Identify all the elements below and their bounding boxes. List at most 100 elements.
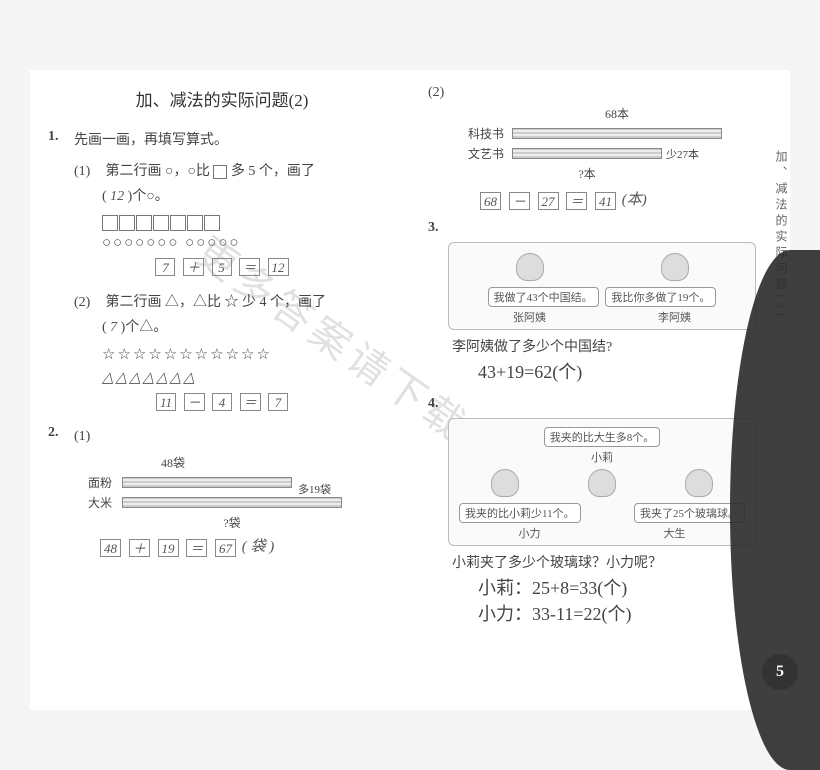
q1p2-equation: 11 － 4 ＝ 7: [48, 393, 396, 411]
page-number-badge: 5: [762, 654, 798, 690]
eq-operand: 48: [100, 539, 121, 557]
eq-result: 12: [268, 258, 289, 276]
q1p1-text-a: 第二行画 ○，○比: [106, 164, 210, 179]
bar-flour: [122, 477, 292, 488]
person-icon: [661, 253, 689, 281]
eq-unit: (本): [622, 192, 647, 208]
square-shape: [153, 215, 169, 231]
q1p2-text-b: 个△。: [125, 320, 167, 335]
q2p2-label-row: (2): [428, 80, 776, 105]
q1p2-label: (2): [74, 290, 102, 315]
eq-result: 41: [595, 192, 616, 210]
eq-operator: ＝: [240, 393, 261, 411]
person-icon: [491, 469, 519, 497]
square-shape: [204, 215, 220, 231]
q1p1-equation: 7 ＋ 5 ＝ 12: [48, 258, 396, 276]
bar-tech-book: [512, 128, 722, 139]
q1p2-answer-count: 7: [110, 320, 117, 335]
q2p2-label: (2): [428, 80, 456, 105]
worksheet-page: 更多答案请下载作业精灵 加、减法的实际问题(2) 1. 先画一画，再填写算式。 …: [30, 70, 790, 710]
eq-operator: ＝: [239, 258, 260, 276]
square-shape: [119, 215, 135, 231]
eq-unit: ( 袋 ): [242, 539, 275, 555]
q4-name-top: 小莉: [457, 449, 747, 465]
q1p1-text-b: 多 5 个，画了: [231, 164, 315, 179]
q3-answer: 43+19=62(个): [478, 358, 776, 384]
q1p2-stars-row: ☆☆☆☆☆☆☆☆☆☆☆: [102, 345, 396, 364]
q3-number: 3.: [428, 220, 454, 236]
left-column: 加、减法的实际问题(2) 1. 先画一画，再填写算式。 (1) 第二行画 ○，○…: [30, 70, 410, 710]
q3-name-left: 张阿姨: [513, 309, 546, 325]
q3-name-right: 李阿姨: [658, 309, 691, 325]
q1p1-squares-row: [102, 213, 396, 231]
q4-name-left: 小力: [519, 525, 541, 541]
q2: 2. (1): [48, 425, 396, 449]
bar-art-book: [512, 148, 662, 159]
bar-rice: [122, 497, 342, 508]
eq-operand: 4: [212, 393, 232, 411]
eq-operand: 27: [538, 192, 559, 210]
q3-illustration: 我做了43个中国结。 我比你多做了19个。 张阿姨 李阿姨: [448, 242, 756, 330]
q4-illustration: 我夹的比大生多8个。 小莉 我夹的比小莉少11个。 我夹了25个玻璃球。 小力 …: [448, 418, 756, 546]
q2p1-label: (1): [74, 425, 396, 449]
q2p1-diagram: 48袋 面粉 大米 多19袋 ?袋: [88, 454, 396, 531]
eq-operator: ＋: [129, 539, 150, 557]
q1-stem: 先画一画，再填写算式。: [74, 129, 396, 153]
eq-operator: －: [184, 393, 205, 411]
q1p1-answer-count: 12: [110, 189, 124, 204]
q3: 3.: [428, 220, 776, 236]
eq-operand: 7: [155, 258, 175, 276]
eq-operator: ＋: [183, 258, 204, 276]
q1p2-tris-row: △△△△△△△: [102, 368, 396, 387]
q4-speech-right: 我夹了25个玻璃球。: [634, 503, 745, 523]
square-icon: [213, 165, 227, 179]
q4-answer2: 小力：33-11=22(个): [478, 600, 776, 626]
q1p1-circles-row: ○○○○○○○ ○○○○○: [102, 235, 396, 252]
q2p2-top-label: 68本: [512, 105, 722, 122]
q3-speech-right: 我比你多做了19个。: [605, 287, 716, 307]
person-icon: [588, 469, 616, 497]
eq-operand: 11: [156, 393, 176, 411]
person-icon: [685, 469, 713, 497]
square-shape: [170, 215, 186, 231]
q1p1-text-c: 个○。: [132, 189, 168, 204]
q1-part2: (2) 第二行画 △，△比 ☆ 少 4 个，画了: [74, 290, 396, 315]
eq-operator: ＝: [186, 539, 207, 557]
eq-operand: 19: [158, 539, 179, 557]
q2p1-qmark: ?袋: [122, 514, 342, 531]
q4-question: 小莉夹了多少个玻璃球？小力呢？: [452, 552, 776, 572]
q2p1-row2-name: 大米: [88, 494, 122, 511]
q1: 1. 先画一画，再填写算式。: [48, 129, 396, 153]
person-icon: [516, 253, 544, 281]
q1-part1: (1) 第二行画 ○，○比 多 5 个，画了: [74, 159, 396, 184]
eq-result: 7: [268, 393, 288, 411]
eq-operator: ＝: [566, 192, 587, 210]
q2p2-qmark: ?本: [512, 165, 662, 182]
square-shape: [136, 215, 152, 231]
q2p2-equation: 68 － 27 ＝ 41 (本): [478, 188, 776, 210]
q2p1-top-label: 48袋: [88, 454, 258, 471]
eq-operand: 5: [212, 258, 232, 276]
q4-name-right: 大生: [664, 525, 686, 541]
q2p2-row1-name: 科技书: [468, 125, 512, 142]
q3-question: 李阿姨做了多少个中国结?: [452, 336, 776, 356]
q4-number: 4.: [428, 396, 454, 412]
square-shape: [187, 215, 203, 231]
q2-number: 2.: [48, 425, 74, 449]
q1p1-label: (1): [74, 159, 102, 184]
q1p1-line2: ( 12 )个○。: [102, 184, 396, 209]
q2p2-diagram: 68本 科技书 文艺书 少27本 ?本: [468, 105, 776, 182]
eq-operand: 68: [480, 192, 501, 210]
q2p2-row2-name: 文艺书: [468, 145, 512, 162]
page-title: 加、减法的实际问题(2): [48, 86, 396, 111]
q2p1-extra: 多19袋: [298, 481, 331, 497]
eq-operator: －: [509, 192, 530, 210]
q1p2-text-a: 第二行画 △，△比 ☆ 少 4 个，画了: [106, 295, 327, 310]
eq-result: 67: [215, 539, 236, 557]
q2p2-extra: 少27本: [666, 146, 699, 162]
q3-speech-left: 我做了43个中国结。: [488, 287, 599, 307]
q4: 4.: [428, 396, 776, 412]
q4-speech-left: 我夹的比小莉少11个。: [459, 503, 581, 523]
square-shape: [102, 215, 118, 231]
q2p1-row1-name: 面粉: [88, 474, 122, 491]
